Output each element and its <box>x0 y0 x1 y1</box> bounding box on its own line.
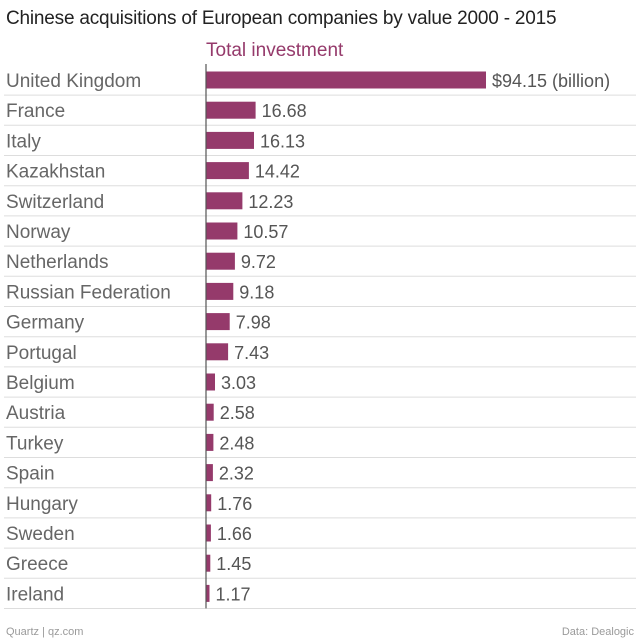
bar <box>206 373 215 391</box>
bar <box>206 554 211 572</box>
bar <box>206 222 238 240</box>
category-label: Portugal <box>6 343 77 364</box>
bar <box>206 162 249 180</box>
value-label: 14.42 <box>255 162 300 182</box>
value-label: 10.57 <box>243 222 288 242</box>
value-label: 9.18 <box>239 282 274 302</box>
bar <box>206 71 486 89</box>
category-label: Ireland <box>6 584 64 605</box>
value-label: 2.48 <box>219 433 254 453</box>
value-label: 16.13 <box>260 131 305 151</box>
footer-data-source: Data: Dealogic <box>561 626 634 638</box>
footer-credit: Quartz | qz.com <box>6 626 84 638</box>
bar <box>206 403 214 421</box>
bar <box>206 101 256 119</box>
value-label: 16.68 <box>262 101 307 121</box>
category-label: Switzerland <box>6 192 104 213</box>
category-label: Netherlands <box>6 252 108 273</box>
value-label: 7.43 <box>234 343 269 363</box>
value-label: 7.98 <box>236 313 271 333</box>
category-label: Germany <box>6 313 85 334</box>
bar <box>206 192 243 210</box>
bar <box>206 343 229 361</box>
category-label: Turkey <box>6 433 64 454</box>
chart-title: Chinese acquisitions of European compani… <box>6 8 557 29</box>
value-label: 1.76 <box>217 494 252 514</box>
bar <box>206 433 214 451</box>
value-label: $94.15 (billion) <box>492 71 610 91</box>
bar <box>206 313 230 331</box>
category-label: United Kingdom <box>6 71 141 92</box>
category-label: Spain <box>6 464 55 485</box>
bar <box>206 524 211 542</box>
value-label: 1.45 <box>216 554 251 574</box>
value-label: 9.72 <box>241 252 276 272</box>
bar <box>206 464 213 482</box>
category-label: Belgium <box>6 373 75 394</box>
bar <box>206 131 254 149</box>
category-label: Norway <box>6 222 71 243</box>
category-label: Russian Federation <box>6 282 171 303</box>
value-label: 3.03 <box>221 373 256 393</box>
value-label: 1.17 <box>216 584 251 604</box>
value-label: 2.32 <box>219 464 254 484</box>
bar <box>206 282 234 300</box>
category-label: Hungary <box>6 494 78 515</box>
category-label: Greece <box>6 554 68 575</box>
series-title: Total investment <box>206 40 344 61</box>
bar <box>206 252 235 270</box>
value-label: 12.23 <box>248 192 293 212</box>
bar <box>206 584 210 602</box>
value-label: 1.66 <box>217 524 252 544</box>
category-label: Italy <box>6 131 41 152</box>
bar <box>206 494 212 512</box>
category-label: Austria <box>6 403 66 424</box>
category-label: France <box>6 101 65 122</box>
category-label: Kazakhstan <box>6 162 105 183</box>
value-label: 2.58 <box>220 403 255 423</box>
category-label: Sweden <box>6 524 75 545</box>
